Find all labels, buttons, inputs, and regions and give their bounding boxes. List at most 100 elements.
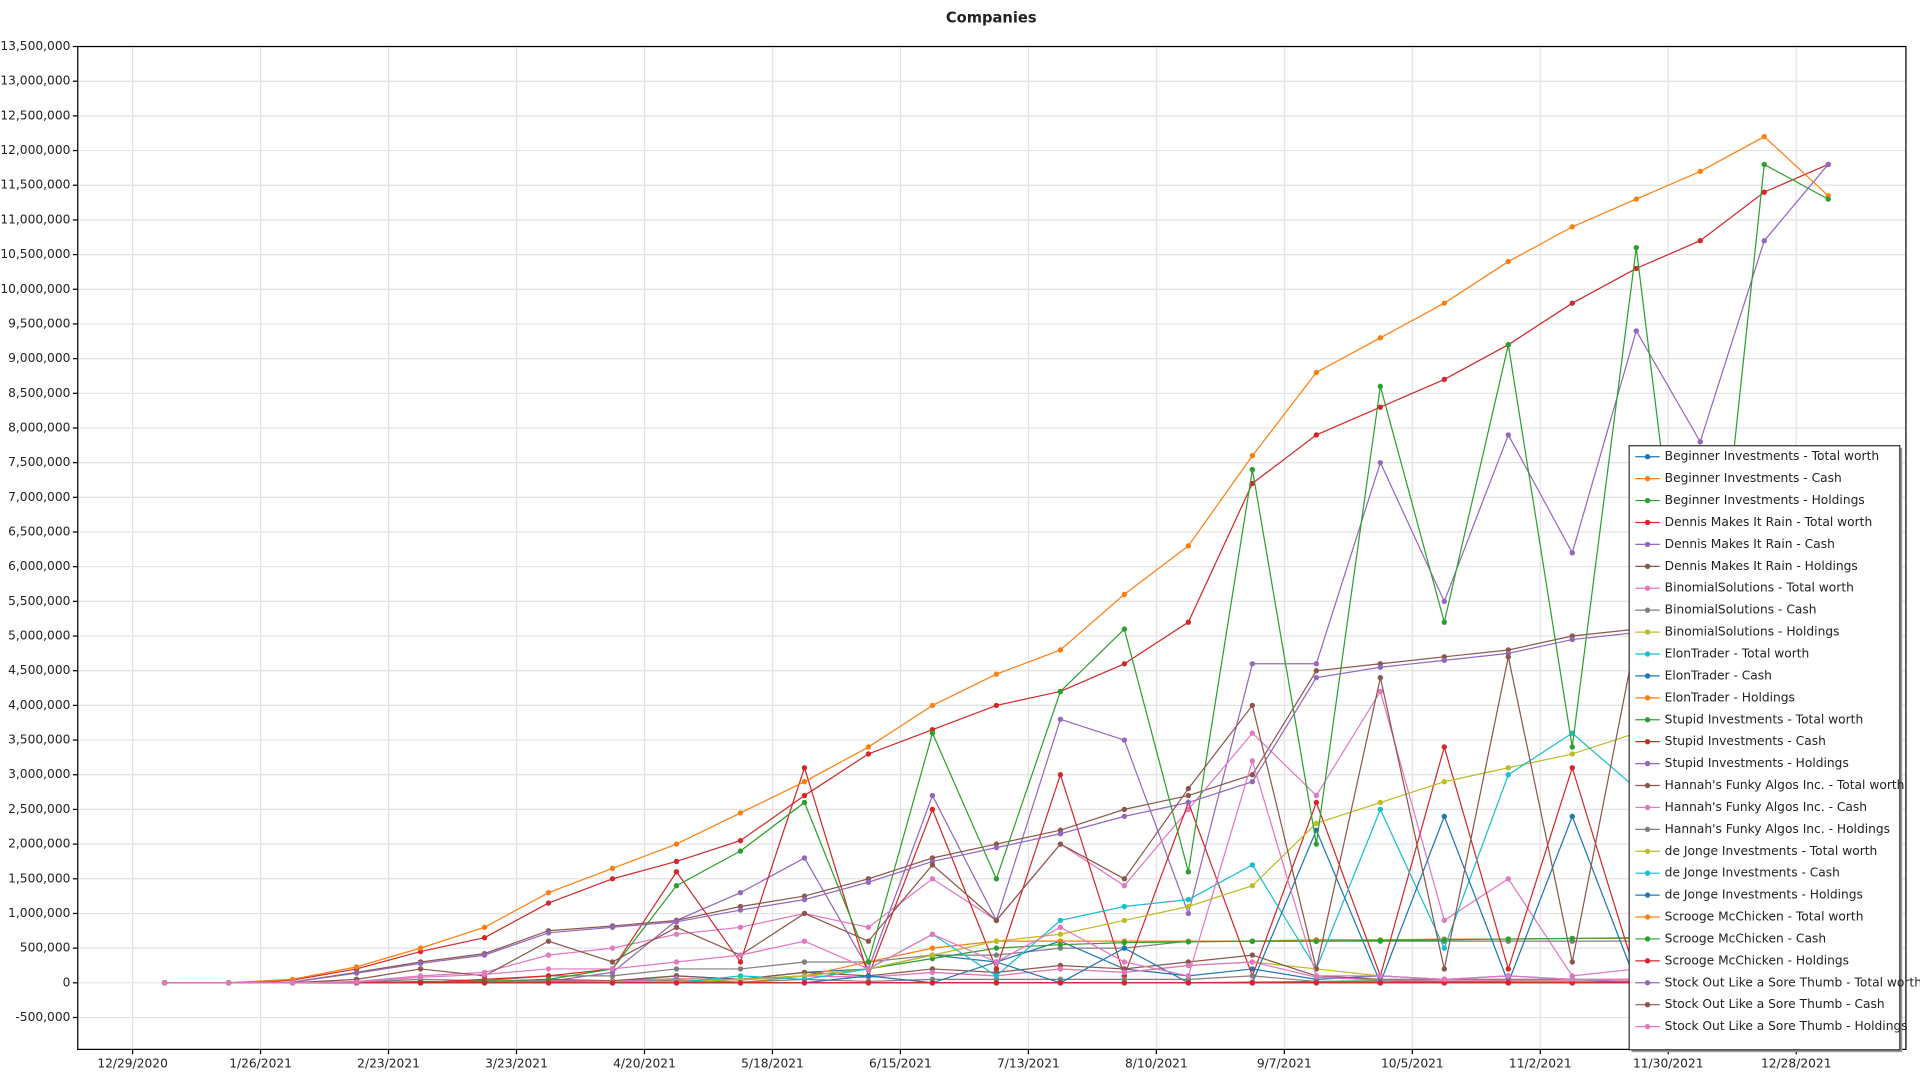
y-tick-label: 6,500,000 (8, 525, 70, 539)
data-point (545, 938, 552, 944)
data-point (1313, 369, 1320, 376)
data-point (1761, 133, 1767, 140)
data-point (1505, 654, 1511, 660)
legend-label: Hannah's Funky Algos Inc. - Holdings (1665, 822, 1890, 836)
legend-marker (1644, 914, 1651, 920)
data-point (1569, 959, 1575, 965)
legend-marker (1644, 717, 1651, 723)
data-point (1441, 813, 1448, 820)
y-tick-label: 11,000,000 (0, 212, 70, 226)
data-point (1313, 432, 1320, 438)
data-point (1057, 716, 1064, 722)
legend-label: Hannah's Funky Algos Inc. - Total worth (1665, 778, 1905, 792)
data-point (737, 889, 744, 896)
data-point (1249, 966, 1256, 972)
data-point (1505, 980, 1511, 986)
legend-marker (1644, 695, 1651, 701)
legend-label: de Jonge Investments - Total worth (1665, 844, 1878, 858)
data-point (417, 960, 424, 967)
data-point (609, 924, 616, 931)
data-point (609, 945, 616, 951)
data-point (1057, 917, 1064, 924)
y-tick-label: 9,000,000 (8, 351, 70, 365)
data-point (1441, 376, 1448, 383)
data-point (353, 964, 360, 970)
legend-marker (1644, 738, 1651, 745)
x-tick-label: 9/7/2021 (1257, 1057, 1312, 1071)
data-point (1185, 619, 1192, 625)
data-point (1185, 869, 1192, 875)
data-point (1185, 543, 1192, 549)
data-point (993, 702, 1000, 709)
data-point (865, 938, 872, 944)
data-point (1121, 813, 1128, 820)
data-point (609, 966, 616, 972)
data-point (801, 778, 808, 785)
data-point (481, 952, 488, 958)
data-point (1185, 903, 1192, 910)
data-point (1377, 664, 1384, 670)
legend-marker (1644, 497, 1651, 504)
y-tick-label: 12,500,000 (0, 108, 70, 122)
data-point (1249, 466, 1256, 473)
data-point (1633, 265, 1639, 272)
data-point (1185, 980, 1192, 986)
y-tick-label: 500,000 (20, 941, 71, 955)
y-tick-label: 13,500,000 (0, 39, 70, 53)
data-point (865, 744, 872, 750)
data-point (1249, 730, 1256, 736)
data-point (1249, 702, 1256, 709)
data-point (1633, 196, 1639, 202)
data-point (1121, 903, 1128, 910)
data-point (1121, 917, 1128, 924)
legend-marker (1644, 673, 1651, 679)
data-point (1185, 896, 1192, 903)
y-tick-label: -500,000 (15, 1010, 70, 1024)
data-point (1313, 973, 1320, 979)
legend-label: Dennis Makes It Rain - Cash (1665, 537, 1835, 551)
data-point (1185, 799, 1192, 806)
legend-label: Stock Out Like a Sore Thumb - Holdings (1665, 1019, 1908, 1033)
data-point (1249, 952, 1256, 958)
data-point (1313, 799, 1320, 806)
data-point (1313, 674, 1320, 681)
legend-label: BinomialSolutions - Total worth (1665, 581, 1854, 595)
data-point (801, 980, 808, 986)
data-point (1569, 224, 1575, 230)
data-point (1313, 661, 1320, 667)
data-point (673, 931, 680, 937)
data-point (929, 980, 936, 986)
data-point (1505, 772, 1511, 778)
data-point (801, 855, 808, 861)
data-point (481, 924, 488, 931)
data-point (929, 792, 936, 799)
legend-label: Dennis Makes It Rain - Total worth (1665, 515, 1873, 529)
data-point (1377, 980, 1384, 986)
data-point (545, 980, 552, 986)
data-point (1761, 189, 1767, 195)
data-point (1825, 196, 1831, 202)
data-point (1505, 258, 1511, 265)
y-tick-label: 11,500,000 (0, 178, 70, 192)
data-point (1249, 453, 1256, 459)
legend-label: Stupid Investments - Holdings (1665, 756, 1849, 770)
data-point (1569, 744, 1575, 750)
data-point (1377, 937, 1384, 944)
data-point (1121, 737, 1128, 743)
data-point (929, 730, 936, 736)
data-point (353, 970, 360, 976)
data-point (1057, 831, 1064, 837)
legend-marker (1644, 519, 1651, 526)
data-point (545, 952, 552, 958)
legend-marker (1644, 475, 1651, 482)
data-point (865, 924, 872, 931)
y-tick-label: 8,000,000 (8, 420, 70, 434)
data-point (737, 848, 744, 854)
data-point (1569, 765, 1575, 771)
legend-label: Beginner Investments - Cash (1665, 471, 1842, 485)
y-tick-label: 9,500,000 (8, 316, 70, 330)
data-point (417, 966, 424, 972)
data-point (545, 889, 552, 896)
data-point (1377, 674, 1384, 681)
data-point (993, 959, 1000, 965)
